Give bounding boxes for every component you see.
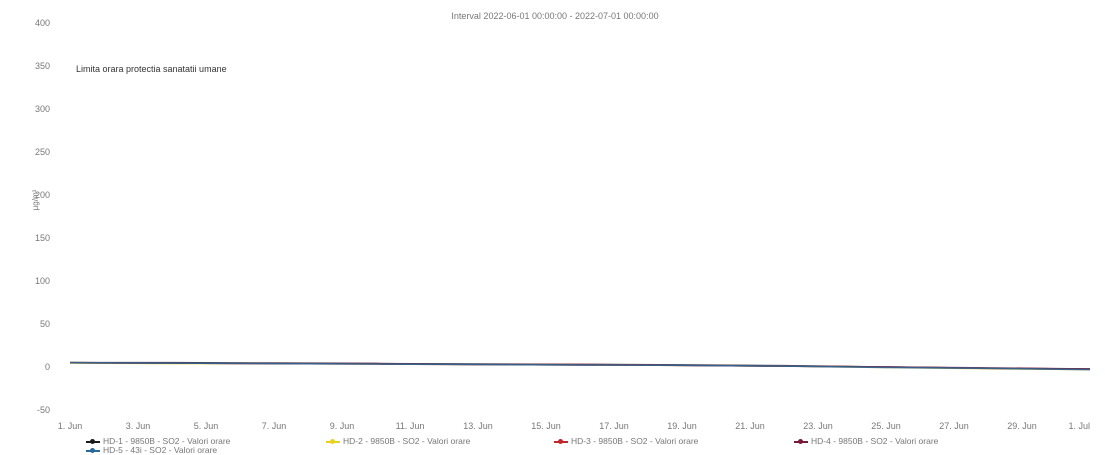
series-line-5 [69,361,1091,371]
series-layer [69,361,1091,371]
threshold-annotation: Limita orara protectia sanatatii umane [76,64,227,74]
legend-label-hd5: HD-5 - 43i - SO2 - Valori orare [103,445,218,455]
x-tick-label: 23. Jun [803,421,833,431]
x-tick-label: 29. Jun [1007,421,1037,431]
y-tick-label: 0 [45,362,50,372]
y-axis: -50 0 50 100 150 200 250 300 350 400 [35,18,50,415]
x-axis: 1. Jun 3. Jun 5. Jun 7. Jun 9. Jun 11. Jun 13.… [58,421,1090,431]
legend-item-hd5[interactable]: HD-5 - 43i - SO2 - Valori orare [86,446,217,455]
y-tick-label: -50 [37,405,50,415]
legend-label-hd2: HD-2 - 9850B - SO2 - Valori orare [343,436,471,446]
legend-swatch-hd2 [326,438,340,444]
x-tick-label: 1. Jul [1068,421,1090,431]
legend[interactable]: HD-1 - 9850B - SO2 - Valori orare HD-2 -… [86,437,1086,455]
x-tick-label: 17. Jun [599,421,629,431]
x-tick-label: 9. Jun [330,421,355,431]
x-tick-label: 3. Jun [126,421,151,431]
x-tick-label: 13. Jun [463,421,493,431]
legend-row-2: HD-5 - 43i - SO2 - Valori orare [86,446,1086,455]
legend-item-hd4[interactable]: HD-4 - 9850B - SO2 - Valori orare [794,437,938,446]
legend-swatch-hd1 [86,438,100,444]
x-tick-label: 11. Jun [396,421,425,431]
y-tick-label: 200 [35,190,50,200]
y-tick-label: 400 [35,18,50,28]
legend-item-hd2[interactable]: HD-2 - 9850B - SO2 - Valori orare [326,437,554,446]
y-tick-label: 250 [35,147,50,157]
x-tick-label: 25. Jun [871,421,901,431]
x-tick-label: 7. Jun [262,421,287,431]
legend-label-hd1: HD-1 - 9850B - SO2 - Valori orare [103,436,231,446]
legend-label-hd3: HD-3 - 9850B - SO2 - Valori orare [571,436,699,446]
x-tick-label: 1. Jun [58,421,83,431]
legend-label-hd4: HD-4 - 9850B - SO2 - Valori orare [811,436,939,446]
x-tick-label: 15. Jun [531,421,561,431]
y-tick-label: 150 [35,233,50,243]
x-tick-label: 21. Jun [735,421,765,431]
x-tick-label: 19. Jun [667,421,697,431]
legend-item-hd1[interactable]: HD-1 - 9850B - SO2 - Valori orare [86,437,326,446]
chart-title: Interval 2022-06-01 00:00:00 - 2022-07-0… [451,11,658,21]
y-tick-label: 100 [35,276,50,286]
y-axis-label: µg/m³ [31,189,40,210]
legend-swatch-hd5 [86,447,100,453]
legend-swatch-hd4 [794,438,808,444]
y-tick-label: 50 [40,319,50,329]
x-tick-label: 27. Jun [939,421,969,431]
legend-row-1: HD-1 - 9850B - SO2 - Valori orare HD-2 -… [86,437,1086,446]
y-tick-label: 350 [35,61,50,71]
x-tick-label: 5. Jun [194,421,219,431]
legend-item-hd3[interactable]: HD-3 - 9850B - SO2 - Valori orare [554,437,794,446]
legend-swatch-hd3 [554,438,568,444]
y-tick-label: 300 [35,104,50,114]
